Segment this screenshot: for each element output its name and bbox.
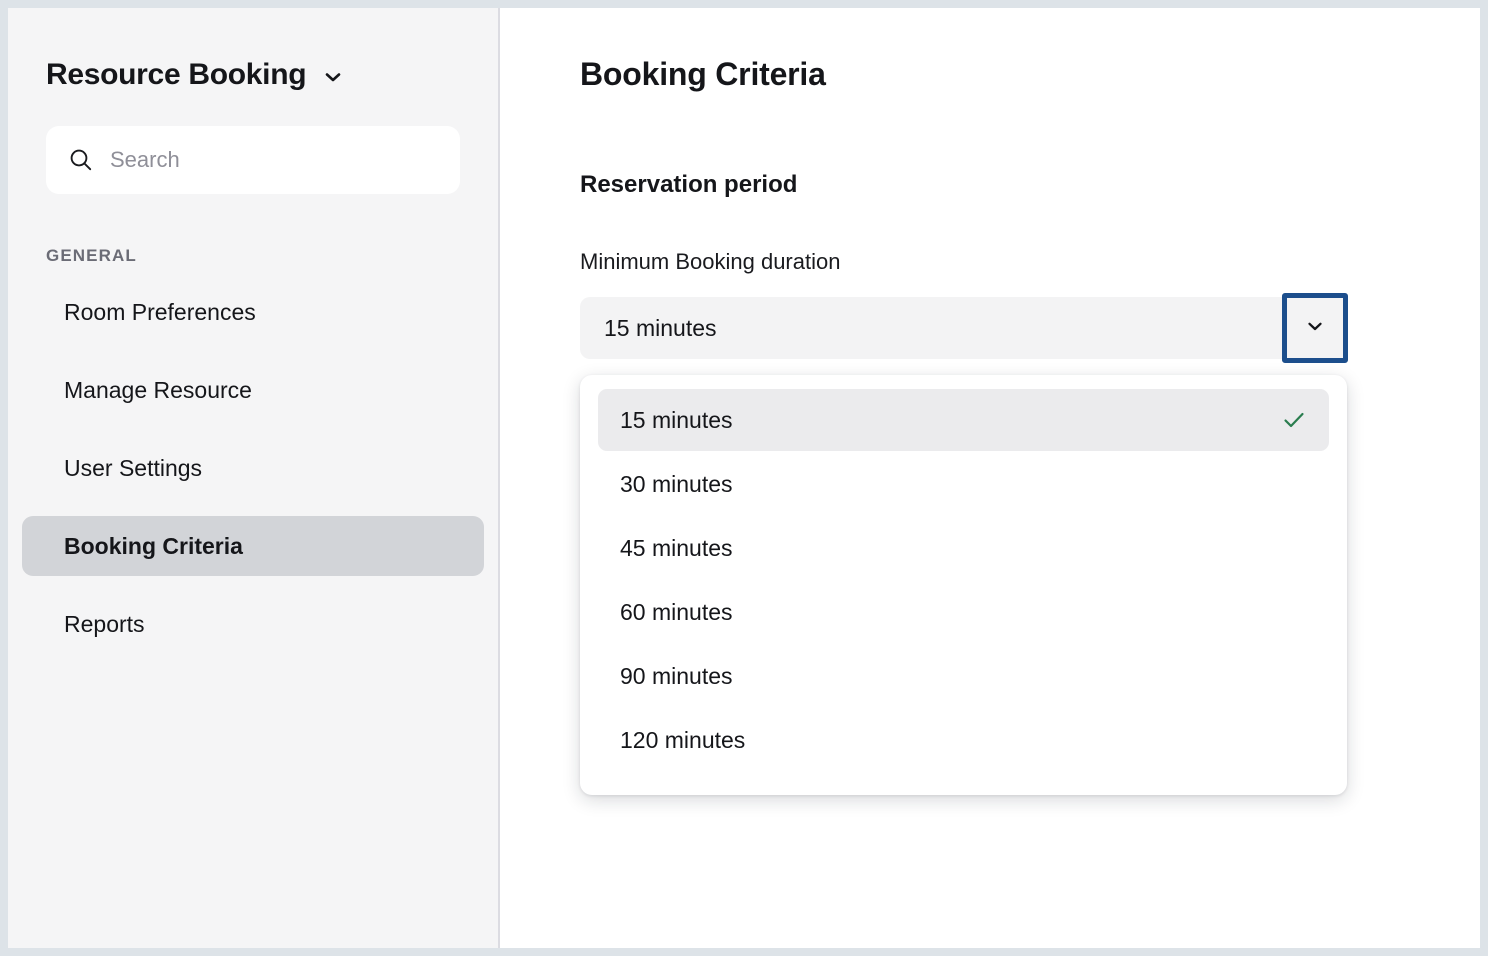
sidebar-brand[interactable]: Resource Booking [8,8,498,90]
select-dropdown-panel: 15 minutes 30 minutes 45 minutes 60 minu… [580,375,1347,795]
select-selected-value: 15 minutes [604,314,717,341]
sidebar-item-label: Booking Criteria [64,532,243,559]
search-input[interactable] [110,126,438,194]
sidebar-item-booking-criteria[interactable]: Booking Criteria [22,516,484,576]
main-content: Booking Criteria Reservation period Mini… [500,8,1480,948]
dropdown-option-label: 30 minutes [620,470,733,497]
sidebar-nav: Room Preferences Manage Resource User Se… [8,282,498,654]
page-title: Booking Criteria [580,56,826,92]
dropdown-option-label: 120 minutes [620,726,746,753]
dropdown-option-label: 60 minutes [620,598,733,625]
select-caret-button[interactable] [1282,293,1348,363]
sidebar-item-reports[interactable]: Reports [22,594,484,654]
search-icon [68,147,94,173]
sidebar-item-label: User Settings [64,454,203,481]
sidebar-item-manage-resource[interactable]: Manage Resource [22,360,484,420]
sidebar-item-user-settings[interactable]: User Settings [22,438,484,498]
sidebar: Resource Booking GENERAL Room Preference… [8,8,500,948]
sidebar-item-label: Room Preferences [64,298,256,325]
brand-title: Resource Booking [46,58,307,91]
select-trigger[interactable]: 15 minutes [580,297,1347,359]
dropdown-option-90-minutes[interactable]: 90 minutes [598,645,1329,707]
app-window: Resource Booking GENERAL Room Preference… [8,8,1480,948]
section-heading-reservation-period: Reservation period [580,171,798,198]
dropdown-option-30-minutes[interactable]: 30 minutes [598,453,1329,515]
chevron-down-icon [1303,314,1327,343]
sidebar-item-label: Manage Resource [64,376,252,403]
minimum-booking-duration-select: 15 minutes 15 minutes [580,293,1348,795]
check-icon [1281,407,1307,433]
dropdown-option-label: 90 minutes [620,662,733,689]
dropdown-option-120-minutes[interactable]: 120 minutes [598,709,1329,771]
chevron-down-icon[interactable] [320,64,346,90]
dropdown-option-15-minutes[interactable]: 15 minutes [598,389,1329,451]
sidebar-item-label: Reports [64,610,145,637]
dropdown-option-label: 15 minutes [620,406,733,433]
sidebar-section-label: GENERAL [46,246,137,265]
search-box[interactable] [46,126,460,194]
minimum-booking-duration-label: Minimum Booking duration [580,249,841,274]
dropdown-option-60-minutes[interactable]: 60 minutes [598,581,1329,643]
sidebar-item-room-preferences[interactable]: Room Preferences [22,282,484,342]
dropdown-option-label: 45 minutes [620,534,733,561]
dropdown-option-45-minutes[interactable]: 45 minutes [598,517,1329,579]
